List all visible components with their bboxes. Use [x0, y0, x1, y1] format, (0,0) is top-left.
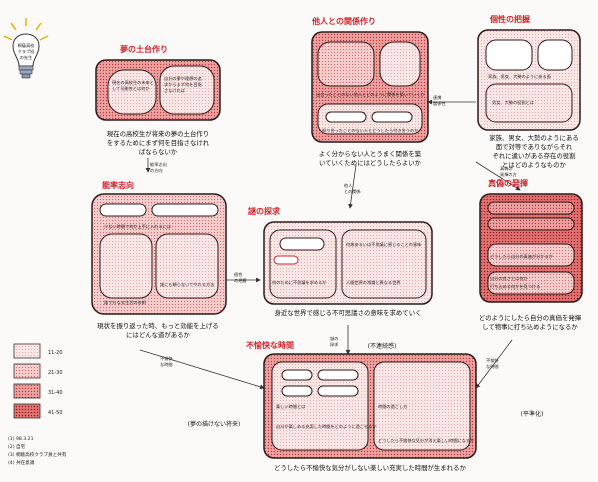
- group-yume: 夢の土台作り 現在の高校生の未来と して可能性とは何か 自分の夢や理想の追 求か…: [95, 44, 221, 156]
- group-caption: とはどのようなものか: [502, 161, 567, 169]
- legend-swatch: [13, 363, 41, 379]
- inner-label: 求からまず何を目指: [164, 81, 202, 88]
- group-title: 他人との関係作り: [311, 16, 376, 26]
- legend-swatch: [13, 403, 41, 419]
- inner-label: さなければ: [164, 87, 186, 94]
- inner-label: 家族、男女、大勢のようにある面: [488, 73, 551, 80]
- group-caption: 家族、男女、大勢のようにある: [489, 133, 578, 142]
- arrow-label: 不愉快: [486, 357, 499, 364]
- inner-label: 楽しい時間とは: [276, 403, 305, 410]
- inner-label: 何故あるいは不思議に感じることの意味: [346, 241, 422, 248]
- group-title: 能率志向: [102, 180, 134, 190]
- arrow-label: 能率志向: [150, 161, 167, 168]
- legend-swatch: [13, 343, 41, 359]
- arrow-label: の方向: [150, 167, 163, 174]
- inner-label: 打ち込める何かを見つける: [490, 283, 540, 290]
- group-title: 個性の把握: [489, 14, 530, 24]
- footnote: (1) 98.3.21: [8, 436, 34, 442]
- tag-label: (平準化): [521, 410, 544, 418]
- footnote: (2) 自宅: [8, 443, 26, 450]
- arrow-label: 不愉快: [160, 355, 173, 362]
- arrow-label: 関係性: [433, 100, 446, 107]
- inner-label: 出会ったことのない他人とどのように関係を築いていくか: [316, 91, 426, 98]
- group-title: 不愉快な時間: [246, 340, 294, 350]
- arrow-label: 他人: [344, 182, 353, 189]
- legend: 11-20 21-30 31-40 41-50: [13, 343, 63, 419]
- inner-label: どうしたら不愉快な気分が消え楽しい時間になるか: [378, 437, 475, 444]
- bulb-label: 桐蔭高校: [18, 42, 36, 49]
- bulb-label: クラブ班: [18, 48, 35, 55]
- arrow-label: 謎の: [330, 335, 338, 342]
- group-title: 夢の土台作り: [120, 44, 168, 54]
- group-tasha: 他人との関係作り 出会ったことのない他人とどのように関係を築いていくか 知り合っ…: [311, 16, 429, 167]
- footnote: (4) 共在意識: [8, 459, 35, 466]
- group-noritsu: 能率志向 少ない時間で何か上手に入れるには 誰でもなる生活の技術 誰にも頼らない…: [91, 180, 227, 339]
- group-caption: いていくためにはどうしたらよいか: [319, 159, 422, 167]
- group-caption: よく分からない人とうまく関係を築: [319, 149, 422, 158]
- footnote: (3) 桐蔭高校クラブ員と共有: [8, 451, 67, 458]
- bulb-label: の先生: [20, 54, 33, 61]
- connector-lines: [139, 99, 521, 390]
- inner-label: 少ない時間で何か上手に入れるには: [104, 223, 171, 230]
- group-shingi: 真偽の発揮 どうしたら自分の真価が分かるか 自分の良さとは何か 打ち込める何かを…: [479, 178, 583, 331]
- group-caption: 面で対等でありながらそれ: [496, 142, 573, 151]
- group-caption: 現在の高校生が将来の夢の土台作り: [107, 129, 209, 138]
- inner-label: 時間の過ごし方: [378, 403, 407, 410]
- inner-label: 人間世界の常識と異なる世界: [346, 279, 401, 286]
- legend-label: 21-30: [48, 370, 63, 376]
- group-caption: どのようにしたら自分の真価を発揮: [479, 313, 582, 322]
- light-bulb-icon: 桐蔭高校 クラブ班 の先生: [3, 18, 49, 79]
- group-caption: 身近な世界で感じる不可思議さの意味を求めていく: [275, 308, 422, 317]
- arrow-label: 連携: [433, 94, 441, 101]
- inner-label: 自分が楽しめる充実した時間をどのように過ごせるか: [276, 423, 377, 430]
- connector-labels: 連携 関係性 他人 との関係 能率志向 の方向 真偽の 発揮の方 不愉快 な時間…: [150, 94, 517, 370]
- group-nazo: 謎の探求 何のために不思議を求めるか 人間世界の常識と異なる世界 何故あるいは不…: [248, 206, 433, 317]
- legend-label: 31-40: [48, 390, 63, 396]
- group-caption: ばならないか: [139, 147, 178, 156]
- inner-label: 男女、大勢の役割とは: [492, 99, 534, 106]
- footnotes: (1) 98.3.21 (2) 自宅 (3) 桐蔭高校クラブ員と共有 (4) 共…: [8, 436, 67, 466]
- group-caption: して物事に打ち込めようになるか: [482, 322, 578, 331]
- inner-label: 何のために不思議を求めるか: [272, 279, 327, 286]
- arrow-label: の把握: [234, 277, 247, 284]
- inner-label: して可能性とは何か: [112, 85, 150, 92]
- group-caption: をするためにまず何を目指さなけれ: [107, 138, 210, 147]
- inner-label: 誰にも頼らないでやれる方法: [160, 281, 214, 288]
- tag-label: (不連続感): [368, 342, 397, 350]
- arrow-label: な時間: [486, 363, 499, 370]
- inner-label: どうしたら自分の真価が分かるか: [490, 253, 554, 260]
- group-caption: にはどんな道があるか: [126, 330, 191, 339]
- legend-swatch: [13, 383, 41, 399]
- inner-label: 誰でもなる生活の技術: [104, 299, 146, 306]
- inner-label: 知り合ったことのない人とどうしたら付き合うのか: [322, 127, 419, 134]
- legend-label: 41-50: [48, 410, 63, 416]
- group-fuyukai: 不愉快な時間 (不連続感) 楽しい時間とは 自分が楽しめる充実した時間をどのよう…: [246, 340, 477, 472]
- inner-label: 自分の夢や理想の追: [164, 75, 203, 82]
- arrow-label: 真偽の: [500, 165, 513, 172]
- arrow-label: 探求: [330, 341, 339, 347]
- arrow-label: との関係: [344, 188, 361, 195]
- group-caption: 現状を振り返った時、もっと効能を上げる: [97, 321, 218, 330]
- arrow-label: 個性: [234, 271, 242, 278]
- group-title: 真偽の発揮: [488, 178, 528, 188]
- arrow-label: 発揮の方: [500, 171, 517, 178]
- group-caption: どうしたら不愉快な気分がしない楽しい充実した時間が生まれるか: [274, 463, 466, 472]
- group-title: 謎の探求: [248, 206, 281, 216]
- legend-label: 11-20: [48, 350, 63, 356]
- tag-label: (夢の描けない将来): [188, 420, 241, 428]
- inner-label: 現在の高校生の未来と: [112, 79, 154, 86]
- inner-label: 自分の良さとは何か: [490, 275, 529, 282]
- group-caption: ぞれに違いがある存在の役割: [492, 151, 575, 160]
- arrow-label: な時間: [160, 361, 173, 368]
- group-kosei: 個性の把握 家族、男女、大勢のようにある面 男女、大勢の役割とは 家族、男女、大…: [477, 14, 581, 169]
